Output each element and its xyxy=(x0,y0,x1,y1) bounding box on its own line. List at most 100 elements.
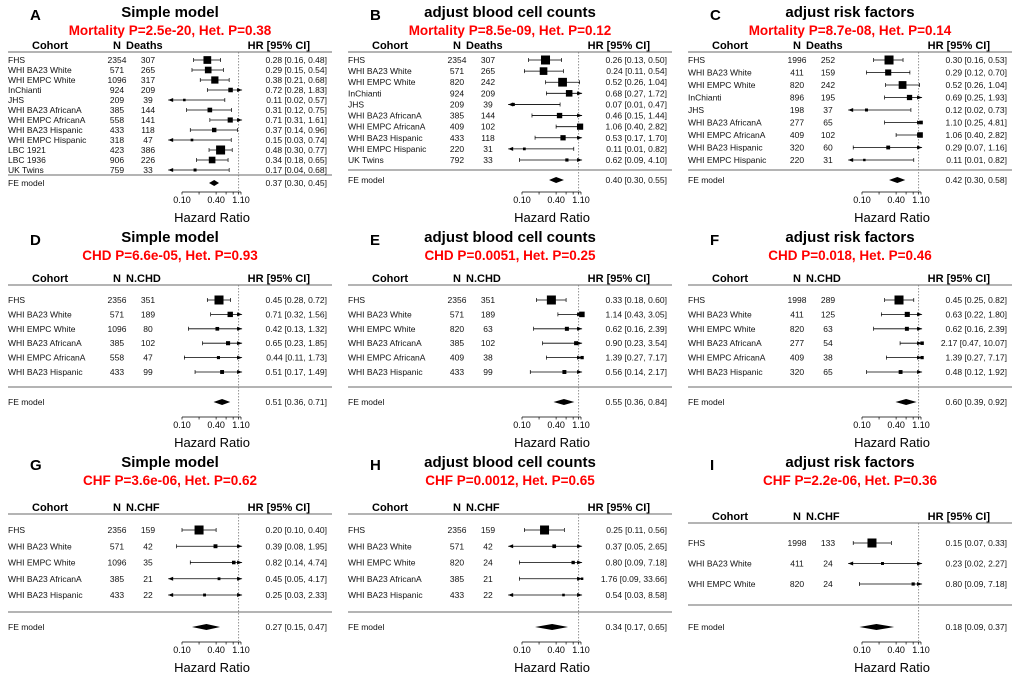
study-row: WHI BA23 AfricanA 385 21 1.76 [0.09, 33.66] xyxy=(348,574,667,584)
x-tick-label: 0.40 xyxy=(207,195,225,205)
header-hr: HR [95% CI] xyxy=(928,40,991,52)
n-value: 385 xyxy=(450,574,464,584)
cohort-label: WHI BA23 White xyxy=(688,68,752,78)
hr-point-box xyxy=(579,311,585,318)
cohort-label: WHI BA23 Hispanic xyxy=(348,133,423,143)
cohort-label: LBC 1921 xyxy=(8,145,46,155)
hr-point-box xyxy=(881,562,884,565)
n-value: 409 xyxy=(790,353,804,363)
hr-ci-text: 0.29 [0.12, 0.70] xyxy=(946,68,1007,78)
hr-point-box xyxy=(214,295,224,305)
ci-arrow-left xyxy=(168,576,174,581)
hr-ci-text: 0.90 [0.23, 3.54] xyxy=(606,338,667,348)
study-row: WHI EMPC White 820 24 0.80 [0.09, 7.18] xyxy=(348,558,667,568)
n-value: 820 xyxy=(790,579,804,589)
header-n: N xyxy=(793,273,801,285)
header-cohort: Cohort xyxy=(32,502,68,514)
ci-arrow-right xyxy=(917,341,923,346)
x-tick-label: 0.40 xyxy=(887,195,905,205)
cohort-label: WHI EMPC White xyxy=(348,558,416,568)
hr-point-box xyxy=(886,145,891,150)
hr-ci-text: 2.17 [0.47, 10.07] xyxy=(941,338,1007,348)
ci-arrow-right xyxy=(577,158,583,162)
ci-arrow-right xyxy=(237,341,243,346)
hr-ci-text: 0.38 [0.21, 0.68] xyxy=(266,75,327,85)
hr-point-box xyxy=(564,326,569,331)
header-hr: HR [95% CI] xyxy=(248,502,311,514)
hr-point-box xyxy=(919,120,923,125)
panel-title: adjust blood cell counts xyxy=(424,4,596,21)
n-value: 820 xyxy=(450,324,464,334)
cohort-label: WHI EMPC White xyxy=(8,558,76,568)
hr-ci-text: 0.52 [0.26, 1.04] xyxy=(606,77,667,87)
hr-ci-text: 0.24 [0.11, 0.54] xyxy=(606,66,667,76)
events-value: 102 xyxy=(481,338,495,348)
x-tick-label: 1.10 xyxy=(912,195,930,205)
cohort-label: WHI BA23 White xyxy=(688,559,752,569)
study-row: WHI BA23 AfricanA 385 102 0.65 [0.23, 1.85] xyxy=(8,338,327,348)
hr-ci-text: 0.63 [0.22, 1.80] xyxy=(946,309,1007,319)
hr-ci-text: 0.54 [0.03, 8.58] xyxy=(606,590,667,600)
fe-diamond xyxy=(213,399,231,405)
n-value: 2356 xyxy=(108,525,127,535)
n-value: 385 xyxy=(450,338,464,348)
study-row: WHI EMPC White 1096 317 0.38 [0.21, 0.68] xyxy=(8,75,327,85)
ci-arrow-right xyxy=(917,95,923,100)
study-row: WHI BA23 AfricanA 385 144 0.31 [0.12, 0.75] xyxy=(8,105,327,115)
hr-ci-text: 0.80 [0.09, 7.18] xyxy=(606,558,667,568)
events-value: 37 xyxy=(823,105,833,115)
hr-point-box xyxy=(920,355,924,360)
hr-ci-text: 0.26 [0.13, 0.50] xyxy=(606,55,667,65)
hr-ci-text: 1.06 [0.40, 2.82] xyxy=(946,130,1007,140)
panel-subtitle: CHD P=0.0051, Het. P=0.25 xyxy=(424,248,596,263)
x-tick-label: 0.10 xyxy=(173,420,191,430)
cohort-label: InChianti xyxy=(688,93,722,103)
panel-subtitle: Mortality P=8.7e-08, Het. P=0.14 xyxy=(749,23,952,38)
x-axis-title: Hazard Ratio xyxy=(514,660,590,675)
x-axis-title: Hazard Ratio xyxy=(174,210,250,225)
hr-point-box xyxy=(906,94,913,101)
n-value: 209 xyxy=(450,99,464,109)
hr-ci-text: 0.71 [0.31, 1.61] xyxy=(266,115,327,125)
x-axis-title: Hazard Ratio xyxy=(174,435,250,450)
hr-ci-text: 0.48 [0.30, 0.77] xyxy=(266,145,327,155)
n-value: 820 xyxy=(790,324,804,334)
study-row: FHS 2356 159 0.25 [0.11, 0.56] xyxy=(348,525,667,535)
ci-arrow-right xyxy=(577,326,583,331)
fe-diamond xyxy=(549,177,564,183)
hr-ci-text: 0.07 [0.01, 0.47] xyxy=(606,99,667,109)
study-row: WHI EMPC AfricanA 409 38 1.39 [0.27, 7.17] xyxy=(688,353,1007,363)
fe-hr-ci-text: 0.40 [0.30, 0.55] xyxy=(606,175,667,185)
study-row: WHI EMPC White 820 24 0.80 [0.09, 7.18] xyxy=(688,579,1007,589)
events-value: 189 xyxy=(481,309,495,319)
n-value: 820 xyxy=(450,77,464,87)
header-events: N.CHF xyxy=(806,511,840,523)
cohort-label: FHS xyxy=(8,295,25,305)
hr-point-box xyxy=(511,102,515,107)
cohort-label: WHI EMPC White xyxy=(688,579,756,589)
events-value: 42 xyxy=(143,541,153,551)
hr-ci-text: 0.23 [0.02, 2.27] xyxy=(946,559,1007,569)
panel-letter: I xyxy=(710,457,714,474)
panel-subtitle: CHF P=2.2e-06, Het. P=0.36 xyxy=(763,473,938,488)
hr-ci-text: 0.62 [0.09, 4.10] xyxy=(606,155,667,165)
study-row: WHI EMPC AfricanA 409 102 1.06 [0.40, 2.82] xyxy=(348,122,667,132)
hr-point-box xyxy=(183,98,186,102)
events-value: 35 xyxy=(143,558,153,568)
cohort-label: WHI BA23 Hispanic xyxy=(8,125,83,135)
hr-point-box xyxy=(204,66,212,74)
events-value: 351 xyxy=(141,295,155,305)
hr-point-box xyxy=(904,326,909,331)
hr-ci-text: 0.42 [0.13, 1.32] xyxy=(266,324,327,334)
cohort-label: WHI BA23 AfricanA xyxy=(348,338,422,348)
study-row: FHS 1998 133 0.15 [0.07, 0.33] xyxy=(688,538,1007,548)
n-value: 2356 xyxy=(448,295,467,305)
hr-point-box xyxy=(864,108,868,112)
header-n: N xyxy=(113,273,121,285)
ci-arrow-left xyxy=(508,544,514,549)
study-row: WHI EMPC White 820 63 0.62 [0.16, 2.39] xyxy=(688,324,1007,334)
x-tick-label: 0.10 xyxy=(513,195,531,205)
study-row: FHS 1998 289 0.45 [0.25, 0.82] xyxy=(688,295,1007,305)
